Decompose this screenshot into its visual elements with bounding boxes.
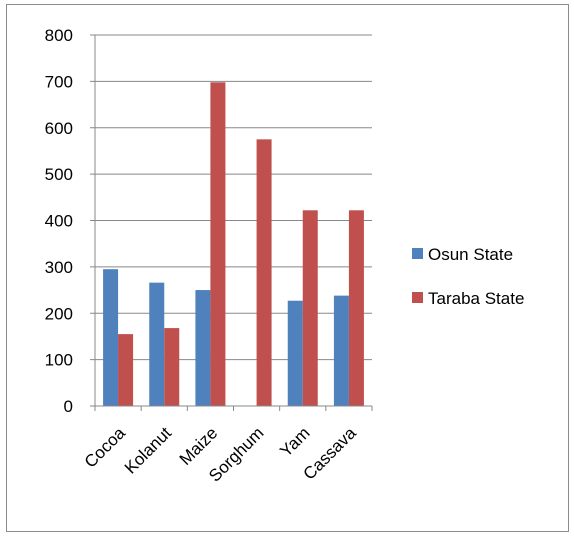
axes — [94, 35, 373, 411]
x-tick-label: Kolanut — [121, 423, 175, 477]
bar-taraba-state-cassava — [348, 210, 364, 406]
bar-osun-state-kolanut — [149, 282, 165, 406]
y-tick-label: 400 — [45, 212, 73, 231]
y-axis-ticks: 0 100 200 300 400 500 600 700 800 — [45, 26, 95, 416]
y-tick-label: 300 — [45, 258, 73, 277]
bar-taraba-state-cocoa — [118, 334, 134, 406]
bars — [103, 82, 364, 407]
y-tick-label: 100 — [45, 351, 73, 370]
x-tick-label: Yam — [276, 423, 313, 460]
y-tick-label: 500 — [45, 165, 73, 184]
y-tick-label: 700 — [45, 72, 73, 91]
bar-osun-state-cassava — [333, 295, 349, 406]
gridlines — [95, 34, 372, 361]
bar-osun-state-maize — [195, 290, 211, 406]
y-tick-label: 0 — [64, 397, 73, 416]
bar-taraba-state-kolanut — [164, 328, 180, 406]
y-tick-label: 800 — [45, 26, 73, 45]
bar-osun-state-cocoa — [103, 269, 119, 406]
chart-frame — [6, 4, 569, 532]
y-tick-label: 600 — [45, 119, 73, 138]
bar-taraba-state-maize — [210, 82, 226, 407]
y-tick-label: 200 — [45, 304, 73, 323]
bar-osun-state-yam — [287, 300, 303, 406]
legend-swatch — [412, 248, 423, 259]
legend-label: Osun State — [428, 245, 513, 264]
bar-taraba-state-yam — [302, 210, 318, 406]
legend-label: Taraba State — [428, 289, 524, 308]
bar-taraba-state-sorghum — [256, 139, 272, 406]
legend: Osun State Taraba State — [412, 245, 524, 308]
legend-swatch — [412, 292, 423, 303]
